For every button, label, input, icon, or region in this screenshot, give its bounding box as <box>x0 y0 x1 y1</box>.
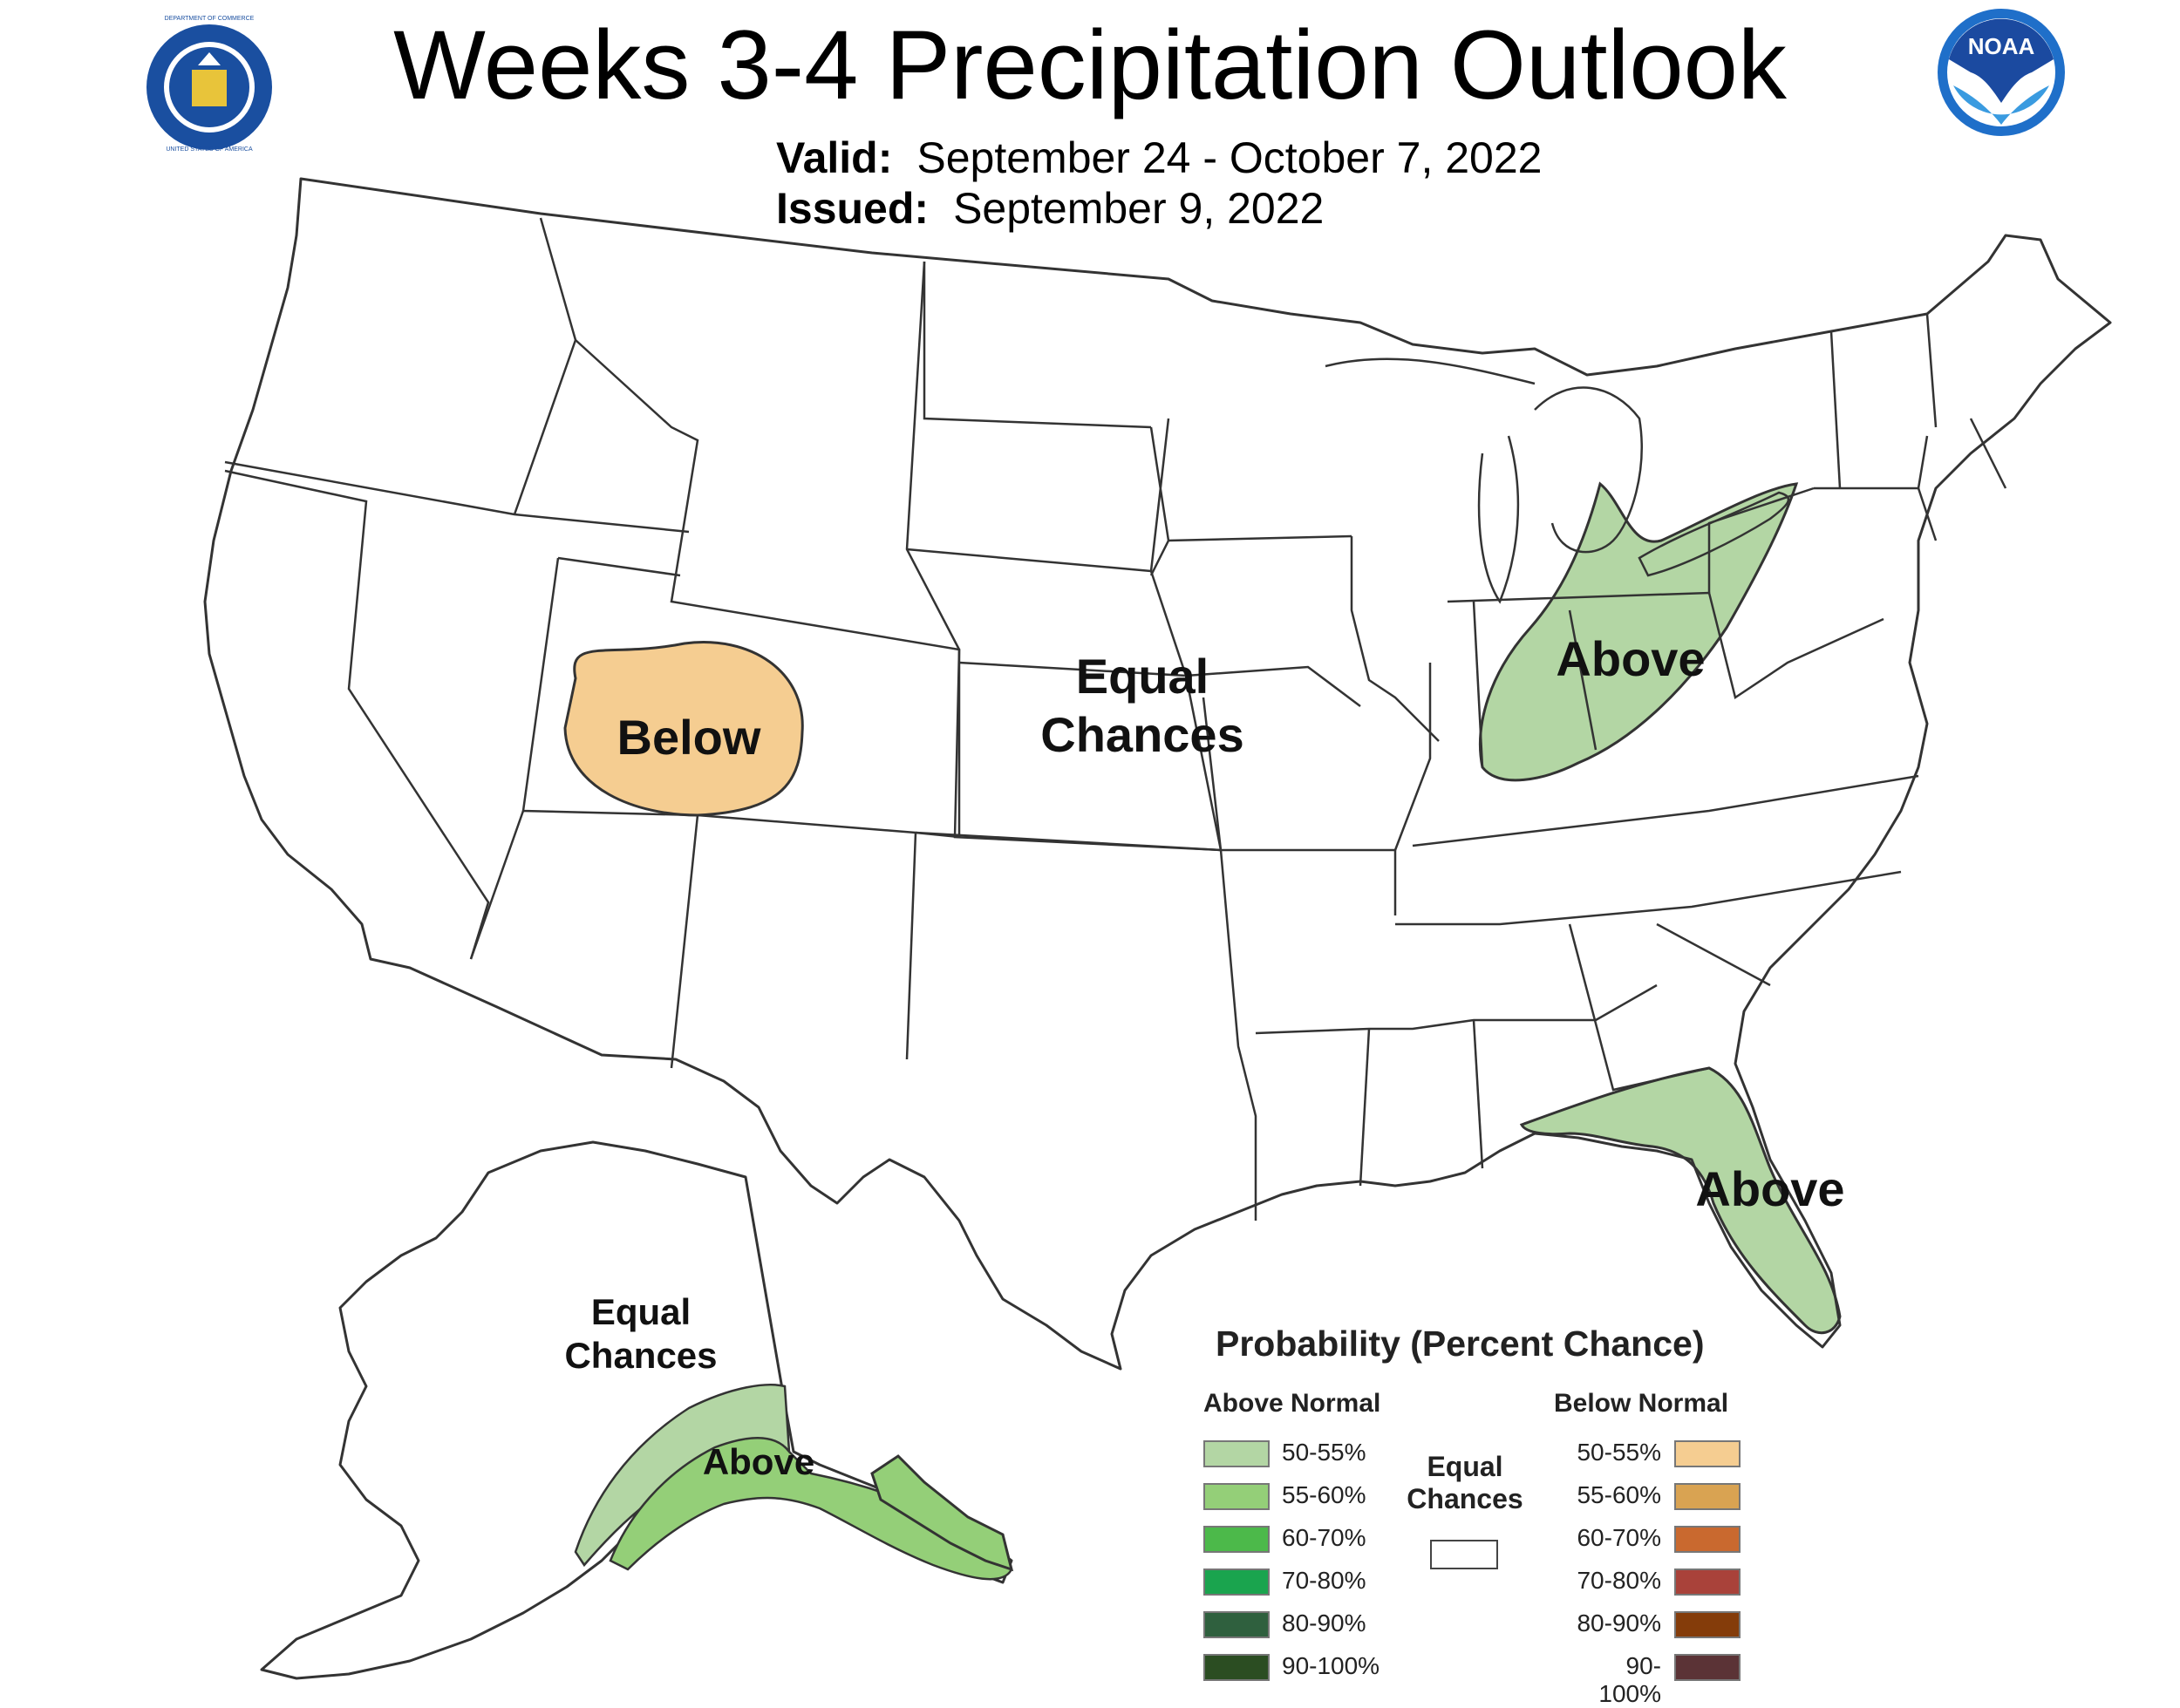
legend-above-label-2: 60-70% <box>1282 1524 1366 1551</box>
legend-above-label-0: 50-55% <box>1282 1439 1366 1466</box>
above-normal-area-florida <box>1519 1066 1842 1335</box>
alaska-equal-chances-label: Equal Chances <box>541 1290 741 1378</box>
legend-below-swatch-5 <box>1674 1654 1741 1681</box>
legend-equal-chances-line1: Equal <box>1427 1451 1503 1482</box>
alaska-equal-chances-line1: Equal <box>590 1291 691 1332</box>
legend-above-swatch-5 <box>1203 1654 1270 1681</box>
alaska-outline <box>260 1140 1013 1680</box>
legend-below-label-1: 55-60% <box>1577 1481 1661 1508</box>
issued-row: Issued: September 9, 2022 <box>776 183 1324 234</box>
legend-below-label-4: 80-90% <box>1577 1609 1661 1637</box>
legend-above-header: Above Normal <box>1203 1389 1381 1418</box>
legend-below-label-3: 70-80% <box>1577 1567 1661 1594</box>
conus-equal-chances-label: Equal Chances <box>1029 647 1256 764</box>
doc-seal-text-top: DEPARTMENT OF COMMERCE <box>164 16 255 22</box>
legend-below-swatch-2 <box>1674 1526 1741 1553</box>
legend-above-swatch-0 <box>1203 1440 1270 1467</box>
legend-below-label-0: 50-55% <box>1577 1439 1661 1466</box>
legend-above-swatch-2 <box>1203 1526 1270 1553</box>
doc-seal-icon <box>146 24 272 150</box>
valid-row: Valid: September 24 - October 7, 2022 <box>776 133 1542 183</box>
legend-above-swatch-4 <box>1203 1611 1270 1638</box>
legend-title: Probability (Percent Chance) <box>1216 1324 1705 1364</box>
below-label: Below <box>617 710 761 765</box>
issued-value: September 9, 2022 <box>953 184 1325 233</box>
conus-equal-chances-line2: Chances <box>1040 707 1244 763</box>
noaa-logo-text: NOAA <box>1967 33 2035 59</box>
state-borders <box>224 217 2007 1221</box>
doc-seal-text-bottom: UNITED STATES OF AMERICA <box>166 146 253 153</box>
legend-below-swatch-0 <box>1674 1440 1741 1467</box>
alaska-equal-chances-line2: Chances <box>564 1335 718 1377</box>
above-florida-label: Above <box>1695 1161 1845 1216</box>
issued-label: Issued: <box>776 184 930 233</box>
legend-below-swatch-1 <box>1674 1483 1741 1510</box>
legend-equal-chances-label: Equal Chances <box>1395 1451 1535 1515</box>
legend-above-label-4: 80-90% <box>1282 1609 1366 1637</box>
valid-value: September 24 - October 7, 2022 <box>916 133 1543 182</box>
legend-above-label-5: 90-100% <box>1282 1652 1380 1679</box>
legend-below-swatch-3 <box>1674 1569 1741 1596</box>
legend-equal-chances-swatch <box>1430 1540 1498 1569</box>
legend-above-swatch-3 <box>1203 1569 1270 1596</box>
conus-equal-chances-line1: Equal <box>1075 649 1209 704</box>
alaska <box>260 1140 1014 1680</box>
legend-above-label-1: 55-60% <box>1282 1481 1366 1508</box>
legend-above-swatch-1 <box>1203 1483 1270 1510</box>
alaska-above-label: Above <box>702 1441 815 1482</box>
great-lakes <box>1325 357 1790 604</box>
legend-equal-chances-line2: Chances <box>1407 1482 1523 1514</box>
legend-below-swatch-4 <box>1674 1611 1741 1638</box>
noaa-logo-icon <box>1938 9 2065 136</box>
below-normal-area <box>563 641 804 817</box>
conus-outline <box>203 177 2112 1371</box>
legend-above-label-3: 70-80% <box>1282 1567 1366 1594</box>
legend-below-label-5: 90-100% <box>1598 1652 1661 1707</box>
alaska-panhandle <box>870 1454 1014 1572</box>
legend-below-header: Below Normal <box>1554 1389 1729 1418</box>
valid-label: Valid: <box>776 133 893 182</box>
above-normal-area-ohio-valley <box>1479 481 1799 782</box>
legend-below-label-2: 60-70% <box>1577 1524 1661 1551</box>
page-title: Weeks 3-4 Precipitation Outlook <box>393 10 1787 119</box>
above-ohio-valley-label: Above <box>1556 631 1706 686</box>
